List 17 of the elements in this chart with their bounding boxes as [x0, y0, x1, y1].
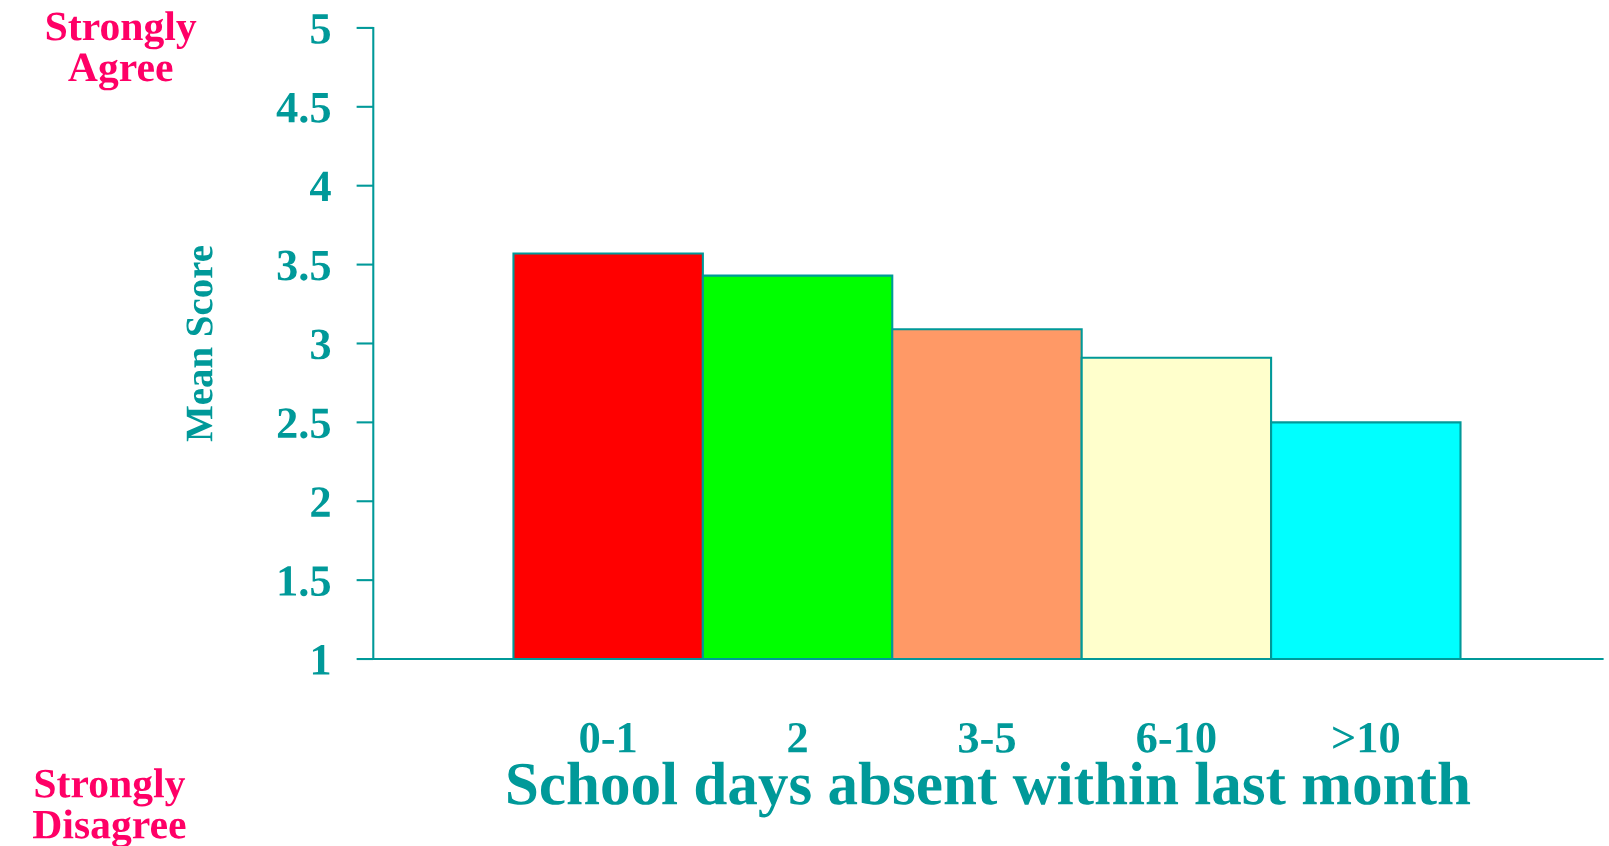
x-tick-label: >10	[1333, 722, 1399, 753]
x-tick-label: 3-5	[959, 722, 1015, 753]
y-tick-label: 5	[311, 14, 330, 44]
y-tick-label: 3	[311, 329, 331, 360]
y-axis-title: Mean Score	[186, 246, 213, 442]
text: Strongly Agree	[46, 11, 197, 91]
y-tick-label: 1	[312, 645, 330, 675]
y-tick-label: 3.5	[277, 250, 330, 281]
x-tick-label: 0-1	[580, 722, 636, 753]
y-tick-label: 4.5	[276, 92, 330, 123]
y-tick-label: 1.5	[279, 566, 330, 597]
y-tick-label: 2	[311, 487, 330, 517]
x-tick-label: 6-10	[1137, 722, 1216, 753]
y-tick-label: 4	[310, 171, 331, 202]
x-tick-label: 2	[788, 722, 807, 753]
y-tick-label: 2.5	[277, 408, 330, 439]
x-axis-title: School days absent within last month	[508, 761, 1471, 818]
